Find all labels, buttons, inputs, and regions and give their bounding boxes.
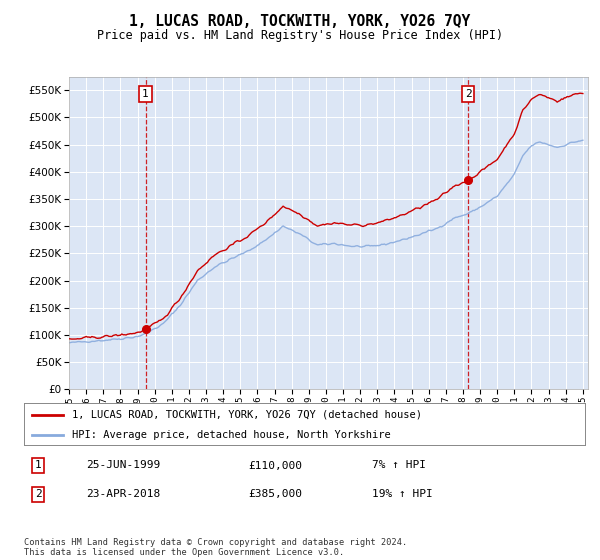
Text: 1: 1 (35, 460, 41, 470)
Text: 1: 1 (142, 89, 149, 99)
Text: £110,000: £110,000 (248, 460, 302, 470)
Text: Contains HM Land Registry data © Crown copyright and database right 2024.
This d: Contains HM Land Registry data © Crown c… (24, 538, 407, 557)
Text: 19% ↑ HPI: 19% ↑ HPI (372, 489, 433, 500)
Text: 2: 2 (465, 89, 472, 99)
Text: 1, LUCAS ROAD, TOCKWITH, YORK, YO26 7QY (detached house): 1, LUCAS ROAD, TOCKWITH, YORK, YO26 7QY … (71, 410, 422, 420)
Text: 25-JUN-1999: 25-JUN-1999 (86, 460, 160, 470)
Text: 7% ↑ HPI: 7% ↑ HPI (372, 460, 426, 470)
Text: HPI: Average price, detached house, North Yorkshire: HPI: Average price, detached house, Nort… (71, 430, 391, 440)
Text: 23-APR-2018: 23-APR-2018 (86, 489, 160, 500)
Text: 1, LUCAS ROAD, TOCKWITH, YORK, YO26 7QY: 1, LUCAS ROAD, TOCKWITH, YORK, YO26 7QY (130, 13, 470, 29)
Text: £385,000: £385,000 (248, 489, 302, 500)
Text: Price paid vs. HM Land Registry's House Price Index (HPI): Price paid vs. HM Land Registry's House … (97, 29, 503, 42)
Text: 2: 2 (35, 489, 41, 500)
